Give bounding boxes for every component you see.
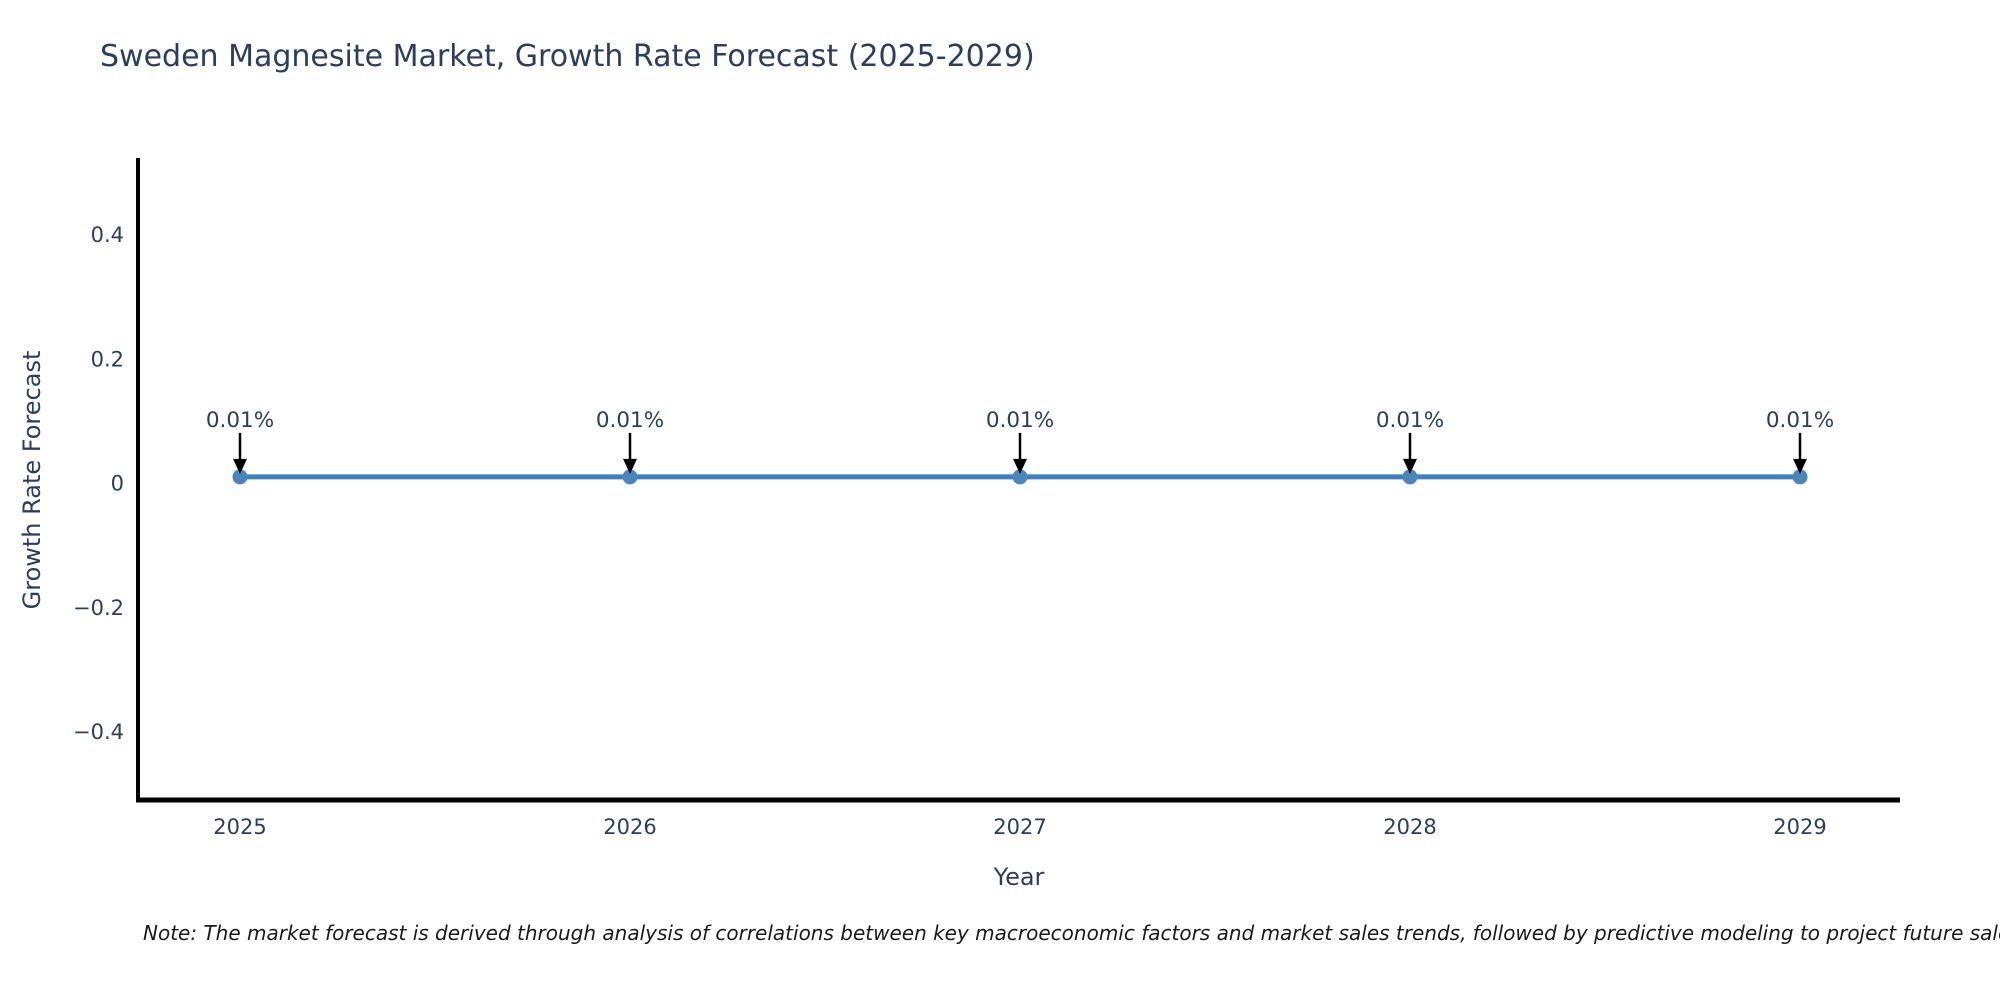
annotation-arrowhead-icon xyxy=(1793,458,1807,474)
annotation-label: 0.01% xyxy=(206,408,274,433)
x-axis-title: Year xyxy=(993,863,1045,891)
y-axis-title: Growth Rate Forecast xyxy=(18,351,46,610)
axes xyxy=(136,158,1900,803)
annotation-label: 0.01% xyxy=(1766,408,1834,433)
chart-title: Sweden Magnesite Market, Growth Rate For… xyxy=(100,39,1035,74)
y-tick-label: 0.2 xyxy=(91,347,124,371)
footnote: Note: The market forecast is derived thr… xyxy=(143,921,2000,945)
annotations: 0.01% 0.01% 0.01% 0.01% 0.01% xyxy=(206,408,1834,474)
x-tick-label: 2025 xyxy=(213,815,266,839)
annotation-label: 0.01% xyxy=(1376,408,1444,433)
annotation-arrowhead-icon xyxy=(1013,458,1027,474)
x-tick-label: 2028 xyxy=(1383,815,1436,839)
data-point[interactable] xyxy=(1012,469,1028,485)
y-tick-label: −0.4 xyxy=(73,720,124,744)
x-tick-label: 2026 xyxy=(603,815,656,839)
data-point[interactable] xyxy=(1402,469,1418,485)
data-point[interactable] xyxy=(1792,469,1808,485)
annotation-arrowhead-icon xyxy=(623,458,637,474)
annotation-label: 0.01% xyxy=(986,408,1054,433)
annotation-arrowhead-icon xyxy=(233,458,247,474)
data-point[interactable] xyxy=(622,469,638,485)
tick-labels: 0.4 0.2 0 −0.2 −0.4 2025 2026 2027 2028 2029 xyxy=(73,223,1827,839)
y-tick-label: 0.4 xyxy=(91,223,124,247)
y-tick-label: 0 xyxy=(111,472,124,496)
annotation-arrowhead-icon xyxy=(1403,458,1417,474)
y-tick-label: −0.2 xyxy=(73,596,124,620)
data-point[interactable] xyxy=(232,469,248,485)
annotation-label: 0.01% xyxy=(596,408,664,433)
x-tick-label: 2027 xyxy=(993,815,1046,839)
plot-area[interactable] xyxy=(232,469,1808,485)
x-tick-label: 2029 xyxy=(1773,815,1826,839)
